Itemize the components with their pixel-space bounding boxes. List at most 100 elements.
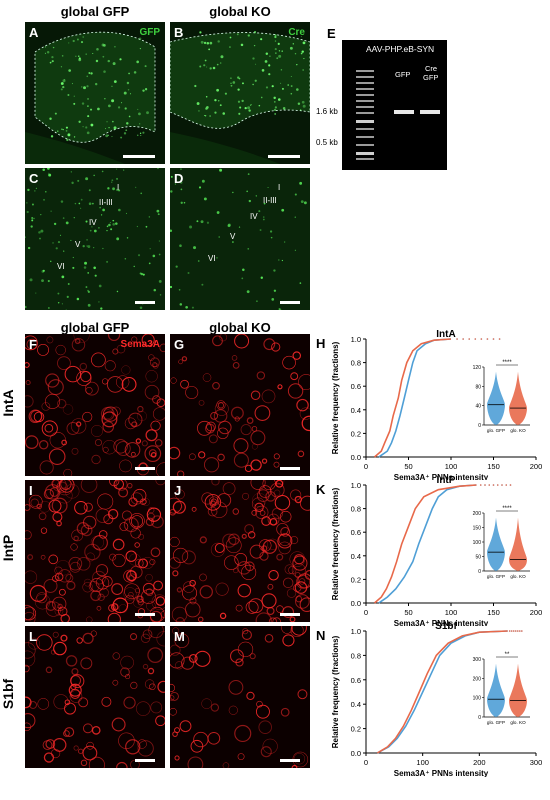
- scale-bar: [123, 155, 155, 158]
- row-title-intp: IntP: [0, 534, 16, 562]
- column-title-global-gfp: global GFP: [60, 4, 130, 19]
- significance-label: **: [505, 652, 510, 658]
- x-axis-label: Sema3A⁺ PNNs intensity: [394, 619, 489, 626]
- y-axis-label: Relative frequency (fractions): [331, 487, 340, 600]
- series-point: [505, 484, 508, 486]
- x-tick-label: 200: [473, 758, 486, 767]
- panel-i-image: I: [25, 480, 165, 622]
- series-point: [474, 338, 477, 340]
- series-point: [510, 630, 513, 632]
- inset-violin-gfp: [487, 371, 505, 425]
- x-tick-label: 100: [445, 608, 458, 617]
- inset-y-tick-label: 0: [478, 569, 481, 575]
- y-tick-label: 1.0: [351, 481, 361, 490]
- channel-label-sema3a: Sema3A: [120, 339, 160, 350]
- x-axis-label: Sema3A⁺ PNNs intensity: [394, 473, 489, 480]
- significance-label: ****: [502, 506, 512, 512]
- series-point: [516, 630, 519, 632]
- tissue-a-svg: [25, 31, 156, 164]
- layer-label: II-III: [263, 196, 277, 205]
- layer-label: IV: [250, 212, 258, 221]
- series-point: [462, 338, 464, 340]
- cumulative-chart-intp: IntP 0.0 0.2 0.4 0.6 0.8 1.0 0 50 100 150 200 Sema3A…: [331, 475, 542, 626]
- series-point: [480, 338, 483, 340]
- panel-label-d: D: [174, 171, 184, 186]
- tissue-c-svg: [25, 168, 162, 310]
- panel-a-image: A GFP: [25, 22, 165, 164]
- sema3a-l-svg: [25, 626, 165, 768]
- x-tick-label: 50: [404, 608, 412, 617]
- inset-y-tick-label: 200: [473, 676, 482, 682]
- panel-label-j: J: [174, 483, 182, 498]
- scale-bar: [280, 467, 300, 470]
- column-title-global-gfp: global GFP: [60, 320, 130, 335]
- x-tick-label: 0: [364, 608, 368, 617]
- panel-label-c: C: [29, 171, 39, 186]
- inset-y-tick-label: 300: [473, 657, 482, 663]
- y-axis-label: Relative frequency (fractions): [331, 341, 340, 454]
- panel-label-l: L: [29, 629, 37, 644]
- gel-title: AAV-PHP.eB-SYN: [366, 44, 435, 54]
- inset-violin-gfp: [487, 663, 505, 717]
- y-tick-label: 0.2: [351, 429, 361, 438]
- inset-category-label: glo. GFP: [487, 428, 505, 433]
- row-title-inta: IntA: [0, 389, 16, 417]
- y-tick-label: 0.6: [351, 676, 361, 685]
- gel-lane-gfp: GFP: [395, 70, 411, 79]
- panel-l-image: L: [25, 626, 165, 768]
- series-line-gfp: [378, 484, 477, 604]
- inset-y-tick-label: 100: [473, 696, 482, 702]
- x-tick-label: 200: [530, 462, 543, 471]
- y-tick-label: 0.2: [351, 725, 361, 734]
- inset-category-label: glo. KO: [510, 574, 526, 579]
- inset-y-tick-label: 200: [473, 511, 482, 517]
- inset-violin-ko: [509, 371, 527, 425]
- sema3a-m-svg: [170, 626, 309, 768]
- panel-label-e: E: [327, 26, 336, 41]
- scale-bar: [280, 301, 300, 304]
- y-tick-label: 1.0: [351, 627, 361, 636]
- panel-label-f: F: [29, 337, 37, 352]
- column-title-global-ko: global KO: [209, 320, 271, 335]
- inset-y-tick-label: 50: [475, 555, 481, 561]
- scale-bar: [135, 467, 155, 470]
- series-point: [519, 630, 521, 632]
- panel-g-image: G: [170, 334, 310, 476]
- cumulative-chart-inta: IntA 0.0 0.2 0.4 0.6 0.8 1.0 0 50 100 150 200 Sema3A…: [331, 329, 543, 480]
- series-line-gfp: [378, 338, 452, 458]
- sema3a-i-svg: [25, 480, 165, 622]
- series-point: [488, 484, 491, 486]
- inset-violin-ko: [509, 517, 527, 571]
- chart-title: IntA: [436, 329, 455, 340]
- panel-label-h: H: [316, 336, 326, 351]
- x-tick-label: 0: [364, 462, 368, 471]
- series-point: [486, 338, 489, 340]
- series-line-ko: [376, 630, 508, 754]
- inset-violin-gfp: [487, 517, 505, 571]
- x-tick-label: 150: [487, 608, 500, 617]
- significance-label: ****: [502, 360, 512, 366]
- x-tick-label: 0: [364, 758, 368, 767]
- gel-svg: [356, 70, 440, 160]
- gel-lane-cre-gfp: GFP: [423, 73, 439, 82]
- tissue-d-svg: [170, 168, 307, 310]
- row-title-s1bf: S1bf: [0, 678, 16, 710]
- layer-label: IV: [89, 218, 97, 227]
- panel-label-n: N: [316, 628, 326, 643]
- panel-d-image: D I II-III IV V VI: [170, 168, 310, 310]
- panel-j-image: J: [170, 480, 310, 622]
- scale-bar: [280, 613, 300, 616]
- panel-label-i: I: [29, 483, 33, 498]
- tissue-b-svg: [170, 31, 310, 164]
- column-title-global-ko: global KO: [209, 4, 271, 19]
- y-tick-label: 0.0: [351, 749, 361, 758]
- layer-label: VI: [57, 262, 65, 271]
- chart-title: IntP: [437, 475, 456, 486]
- inset-category-label: glo. GFP: [487, 574, 505, 579]
- inset-y-tick-label: 150: [473, 526, 482, 532]
- panel-label-k: K: [316, 482, 326, 497]
- scale-bar: [268, 155, 300, 158]
- inset-category-label: glo. KO: [510, 428, 526, 433]
- series-point: [492, 338, 495, 340]
- series-point: [498, 338, 501, 340]
